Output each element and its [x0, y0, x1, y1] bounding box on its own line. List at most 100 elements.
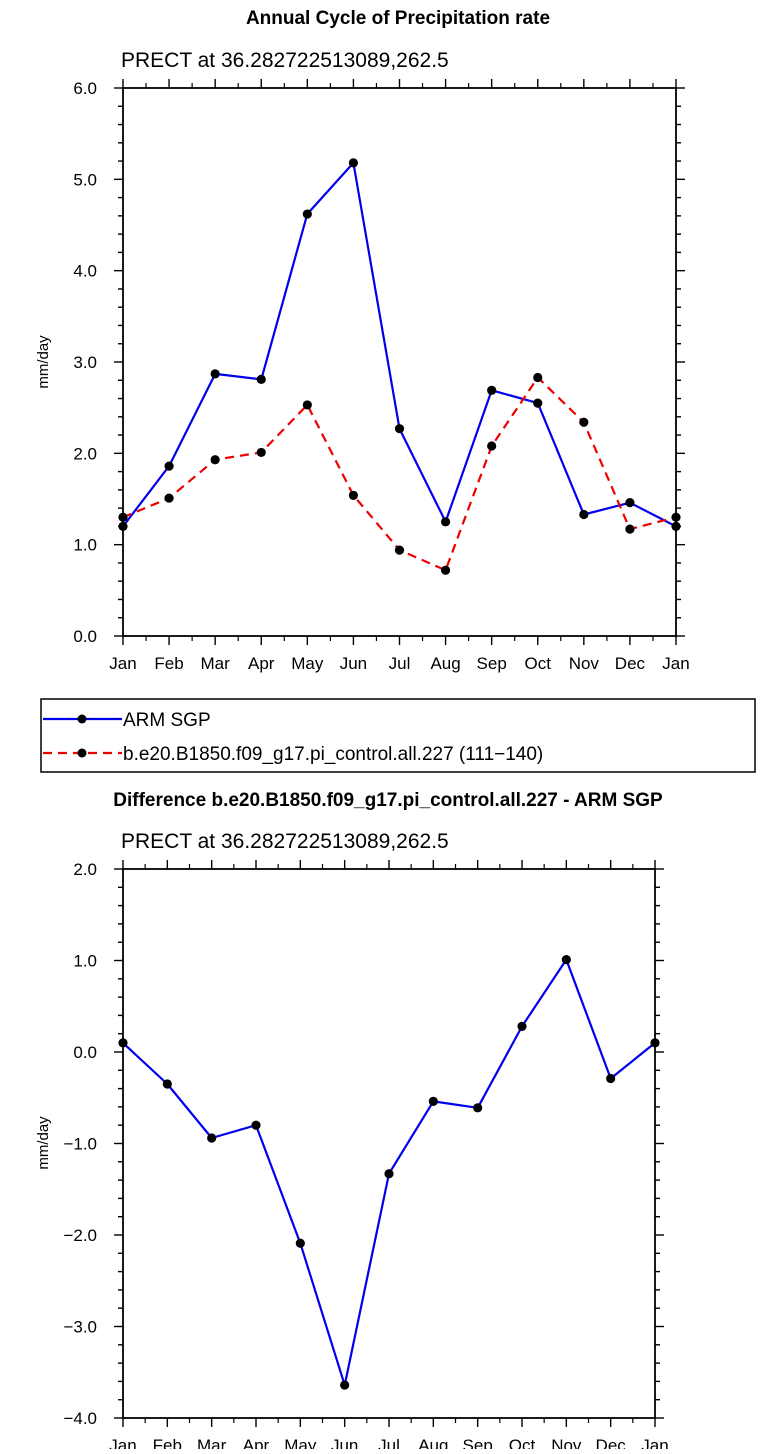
- chart1-series-1-point: [256, 374, 266, 384]
- chart1-series-1-point: [302, 209, 312, 219]
- legend-marker-arm-sgp: [77, 714, 87, 724]
- chart2-xtick-label: Jan: [641, 1436, 668, 1449]
- chart1-series-1-point: [348, 158, 359, 168]
- legend: ARM SGP b.e20.B1850.f09_g17.pi_control.a…: [40, 698, 756, 773]
- chart1-series-1-point: [210, 369, 220, 379]
- chart1-ylabel: mm/day: [35, 335, 52, 389]
- chart1-xtick-label: Jul: [389, 654, 411, 673]
- chart1-ytick-label: 5.0: [73, 170, 97, 189]
- chart2-series-1-point: [384, 1169, 394, 1179]
- chart1-series-2-point: [302, 400, 312, 410]
- chart1-series-line-2: [122, 376, 677, 572]
- chart1-series-1-point: [533, 398, 543, 408]
- chart2-series-1-point: [473, 1103, 483, 1113]
- chart-difference: Difference b.e20.B1850.f09_g17.pi_contro…: [35, 790, 669, 1454]
- chart1-series-1-point: [394, 424, 405, 434]
- chart1-series-1-point: [118, 521, 128, 532]
- chart2-series-1-point: [162, 1079, 172, 1089]
- chart2-xtick-label: Aug: [418, 1436, 448, 1449]
- chart1-xtick-label: Apr: [248, 654, 275, 673]
- chart1-xtick-label: Jan: [109, 654, 136, 673]
- chart2-x-tick-labels: Jan Feb Mar Apr May Jun Jul Aug Sep Oct Nov Dec Jan: [109, 1436, 668, 1454]
- legend-marker-model: [77, 748, 87, 758]
- chart1-ytick-label: 2.0: [73, 444, 97, 463]
- chart1-xtick-label: Mar: [201, 654, 231, 673]
- chart1-xtick-label: Feb: [154, 654, 183, 673]
- chart2-series-1-point: [118, 1038, 128, 1048]
- chart2-title: Difference b.e20.B1850.f09_g17.pi_contro…: [113, 790, 663, 811]
- chart1-series-2-point: [671, 512, 681, 522]
- chart2-xtick-label: Feb: [153, 1436, 182, 1449]
- chart1-xtick-label: Oct: [525, 654, 552, 673]
- chart2-xtick-label: Nov: [551, 1436, 582, 1449]
- chart2-ytick-label: −1.0: [63, 1135, 97, 1154]
- chart2-ytick-label: 1.0: [73, 952, 97, 971]
- chart1-ytick-label: 4.0: [73, 262, 97, 281]
- chart-annual-cycle: Annual Cycle of Precipitation rate PRECT…: [35, 8, 690, 673]
- chart2-xtick-label: Oct: [509, 1436, 536, 1449]
- chart2-ytick-label: −4.0: [63, 1409, 97, 1428]
- chart2-subtitle: PRECT at 36.282722513089,262.5: [121, 830, 449, 853]
- chart1-series-2-point: [256, 447, 266, 458]
- chart1-series-2-point: [440, 565, 451, 575]
- legend-label-arm-sgp: ARM SGP: [123, 710, 211, 731]
- chart1-series-2-point: [118, 512, 128, 522]
- chart2-ticks: [114, 860, 664, 1427]
- chart2-series-1-point: [428, 1096, 438, 1107]
- chart1-ytick-label: 6.0: [73, 79, 97, 98]
- chart2-xtick-label: Apr: [243, 1436, 270, 1449]
- chart1-series-2-point: [487, 441, 497, 451]
- chart2-xtick-label: Mar: [197, 1436, 227, 1449]
- chart2-series-1-point: [251, 1120, 261, 1130]
- chart2-series-1-point: [561, 954, 571, 965]
- chart2-ylabel: mm/day: [35, 1116, 52, 1170]
- chart1-xtick-label: May: [291, 654, 324, 673]
- chart2-ytick-label: 0.0: [73, 1043, 97, 1062]
- chart1-x-tick-labels: Jan Feb Mar Apr May Jun Jul Aug Sep Oct Nov Dec Jan: [109, 654, 689, 673]
- chart2-ytick-label: −3.0: [63, 1318, 97, 1337]
- chart1-subtitle: PRECT at 36.282722513089,262.5: [121, 49, 449, 72]
- chart2-series-1-point: [295, 1238, 305, 1248]
- chart1-y-tick-labels: 0.0 1.0 2.0 3.0 4.0 5.0 6.0: [73, 79, 97, 646]
- chart2-series: [118, 954, 660, 1390]
- chart1-series-1-point: [671, 521, 681, 532]
- chart1-series-2-point: [394, 545, 405, 555]
- chart1-xtick-label: Sep: [477, 654, 507, 673]
- legend-label-model: b.e20.B1850.f09_g17.pi_control.all.227 (…: [123, 744, 543, 765]
- chart1-ytick-label: 1.0: [73, 536, 97, 555]
- chart2-series-1-point: [517, 1021, 527, 1031]
- chart1-series-2-point: [579, 417, 589, 427]
- chart1-series-1-point: [625, 498, 635, 508]
- chart1-series-1-point: [440, 517, 451, 527]
- chart1-series-line-1: [122, 161, 677, 528]
- chart1-series-2-point: [210, 455, 220, 465]
- chart1-series-1-point: [487, 385, 497, 395]
- chart2-xtick-label: Jan: [109, 1436, 136, 1449]
- chart1-xtick-label: Jun: [340, 654, 367, 673]
- chart2-ytick-label: 2.0: [73, 860, 97, 879]
- chart2-series-1-point: [606, 1073, 616, 1084]
- chart1-xtick-label: Aug: [430, 654, 460, 673]
- chart1-series-2-point: [348, 490, 359, 500]
- chart2-xtick-label: Jun: [331, 1436, 358, 1449]
- chart2-plot-frame: [122, 868, 656, 1419]
- chart2-ytick-label: −2.0: [63, 1226, 97, 1245]
- chart2-xtick-label: Jul: [378, 1436, 400, 1449]
- chart1-xtick-label: Nov: [569, 654, 600, 673]
- chart2-series-1-point: [340, 1380, 350, 1390]
- legend-box: [40, 698, 756, 773]
- chart2-xtick-label: Sep: [463, 1436, 493, 1449]
- chart1-xtick-label: Dec: [615, 654, 646, 673]
- chart1-series-2-point: [625, 524, 635, 534]
- chart1-ytick-label: 0.0: [73, 627, 97, 646]
- chart2-xtick-label: May: [284, 1436, 317, 1449]
- chart2-y-tick-labels: −4.0 −3.0 −2.0 −1.0 0.0 1.0 2.0: [63, 860, 97, 1428]
- chart1-series: [118, 158, 681, 575]
- chart1-series-1-point: [579, 509, 589, 520]
- chart2-xtick-label: Dec: [596, 1436, 627, 1449]
- chart1-xtick-label: Jan: [662, 654, 689, 673]
- chart1-ytick-label: 3.0: [73, 353, 97, 372]
- chart1-title: Annual Cycle of Precipitation rate: [246, 8, 550, 29]
